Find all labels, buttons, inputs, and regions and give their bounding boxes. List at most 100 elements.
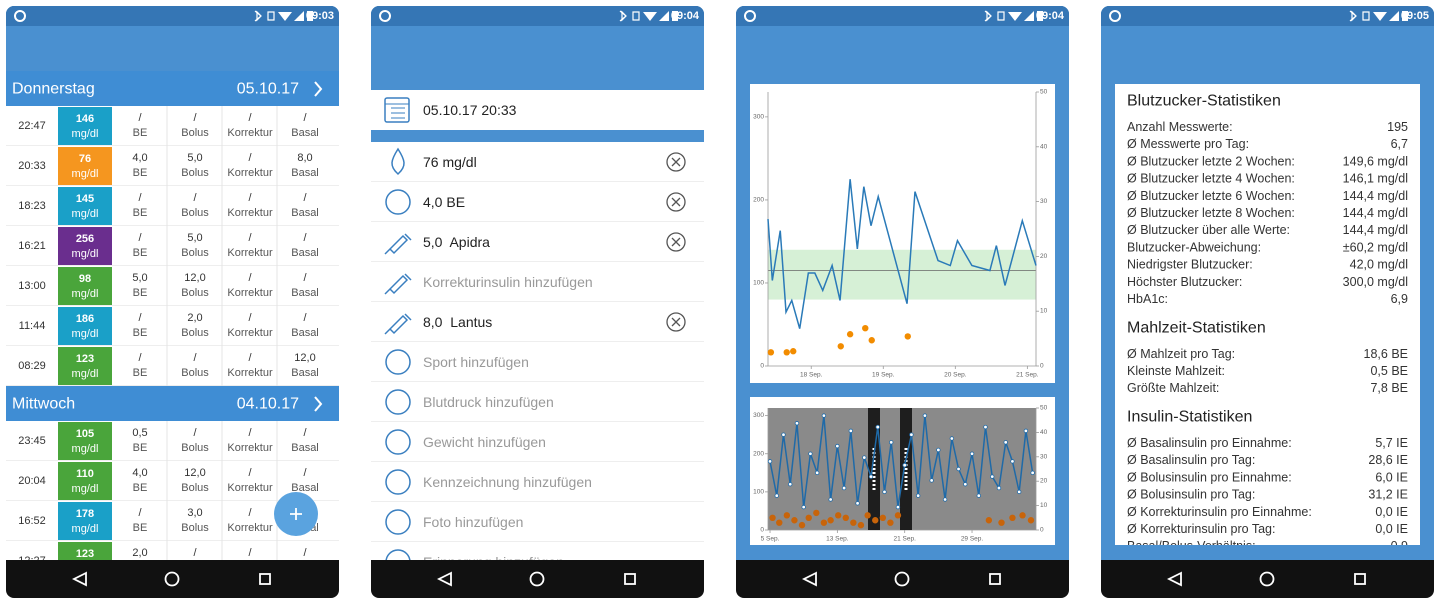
entry-row[interactable] xyxy=(6,421,339,461)
data-point xyxy=(872,517,879,524)
entry-item[interactable] xyxy=(371,462,704,502)
line-vertex xyxy=(801,504,806,510)
data-point xyxy=(783,512,791,519)
nav-recent[interactable] xyxy=(989,573,1001,585)
entry-basal: / xyxy=(303,467,307,479)
day-header[interactable] xyxy=(6,386,339,421)
item-icon xyxy=(385,389,411,415)
y-tick-label: 200 xyxy=(753,196,764,203)
y2-tick-label: 20 xyxy=(1040,478,1048,485)
nav-home[interactable] xyxy=(894,571,910,587)
nav-back[interactable] xyxy=(436,571,452,587)
entry-row[interactable] xyxy=(6,346,339,386)
navigation-bar xyxy=(6,560,339,598)
entry-korrektur: / xyxy=(248,507,252,519)
clear-button[interactable] xyxy=(666,152,686,172)
data-point xyxy=(1019,512,1026,519)
y2-tick-label: 50 xyxy=(1040,405,1048,412)
clear-icon xyxy=(671,317,681,327)
add-icon xyxy=(290,508,302,520)
nav-back[interactable] xyxy=(801,571,817,587)
line-vertex xyxy=(868,474,874,479)
data-point xyxy=(791,517,798,524)
nav-home[interactable] xyxy=(1259,571,1275,587)
clear-button[interactable] xyxy=(666,192,686,212)
entry-be: / xyxy=(138,352,142,364)
section-title: Mahlzeit-Statistiken xyxy=(1127,319,1266,336)
line-vertex xyxy=(848,428,854,434)
entry-row[interactable] xyxy=(6,146,339,186)
entry-be: / xyxy=(138,312,142,324)
item-text: 5,0 Apidra xyxy=(423,234,490,250)
vibrate-icon xyxy=(997,11,1005,21)
nav-home[interactable] xyxy=(529,571,545,587)
entry-item[interactable] xyxy=(371,422,704,462)
entry-item[interactable] xyxy=(371,142,704,182)
entry-bolus: 3,0 xyxy=(187,507,202,519)
nav-recent[interactable] xyxy=(624,573,636,585)
entry-item[interactable] xyxy=(371,262,704,302)
entry-korrektur: / xyxy=(248,312,252,324)
x-tick-label: 5 Sep. xyxy=(761,536,780,543)
glucose-value: 123 xyxy=(76,353,94,365)
glucose-value: 145 xyxy=(76,193,94,205)
column-label: Basal xyxy=(291,127,319,139)
item-text: 4,0 BE xyxy=(423,194,465,210)
vibrate-icon xyxy=(1362,11,1370,21)
entry-item[interactable] xyxy=(371,382,704,422)
stat-label: Anzahl Messwerte: xyxy=(1127,120,1233,134)
entry-row[interactable] xyxy=(6,186,339,226)
column-label: Bolus xyxy=(181,167,209,179)
entry-row[interactable] xyxy=(6,106,339,146)
entry-time: 18:23 xyxy=(18,200,46,212)
entry-be: 2,0 xyxy=(132,547,147,559)
battery-icon xyxy=(1402,11,1408,21)
stat-label: Ø Bolusinsulin pro Tag: xyxy=(1127,488,1255,502)
entry-date: 05.10.17 20:33 xyxy=(423,102,517,118)
entry-be: 5,0 xyxy=(132,272,147,284)
entry-item[interactable] xyxy=(371,502,704,542)
item-icon xyxy=(385,349,411,375)
column-label: Bolus xyxy=(181,522,209,534)
entry-item[interactable] xyxy=(371,182,704,222)
entry-item[interactable] xyxy=(371,302,704,342)
data-point xyxy=(827,517,834,524)
stat-label: Ø Mahlzeit pro Tag: xyxy=(1127,347,1235,361)
entry-korrektur: / xyxy=(248,467,252,479)
glucose-value: 186 xyxy=(76,313,94,325)
nav-recent[interactable] xyxy=(1354,573,1366,585)
column-label: Basal xyxy=(291,327,319,339)
column-label: BE xyxy=(133,367,148,379)
entry-row[interactable] xyxy=(6,306,339,346)
app-bar xyxy=(736,26,1069,71)
item-icon xyxy=(385,509,411,535)
clear-button[interactable] xyxy=(666,312,686,332)
glucose-unit: mg/dl xyxy=(72,483,99,495)
column-label: Bolus xyxy=(181,482,209,494)
status-bar xyxy=(371,6,704,26)
entry-row[interactable] xyxy=(6,266,339,306)
stat-value: 6,7 xyxy=(1391,137,1408,151)
line-vertex xyxy=(808,451,813,456)
y-tick-label: 0 xyxy=(760,363,764,370)
clear-button[interactable] xyxy=(666,232,686,252)
calendar-grid xyxy=(385,103,409,119)
entry-item[interactable] xyxy=(371,342,704,382)
day-header[interactable] xyxy=(6,71,339,106)
bluetooth-icon xyxy=(984,10,992,22)
entry-basal: / xyxy=(303,272,307,284)
entry-be: / xyxy=(138,507,142,519)
nav-back[interactable] xyxy=(71,571,87,587)
stat-value: 18,6 BE xyxy=(1364,347,1408,361)
nav-home[interactable] xyxy=(164,571,180,587)
line-vertex xyxy=(976,493,981,498)
line-vertex xyxy=(1023,428,1029,434)
entry-row[interactable] xyxy=(6,226,339,266)
wifi-icon xyxy=(1373,12,1387,21)
app-bar xyxy=(6,26,339,71)
line-vertex xyxy=(835,443,840,449)
entry-item[interactable] xyxy=(371,222,704,262)
date-row[interactable] xyxy=(371,90,704,130)
nav-back[interactable] xyxy=(1166,571,1182,587)
nav-recent[interactable] xyxy=(259,573,271,585)
